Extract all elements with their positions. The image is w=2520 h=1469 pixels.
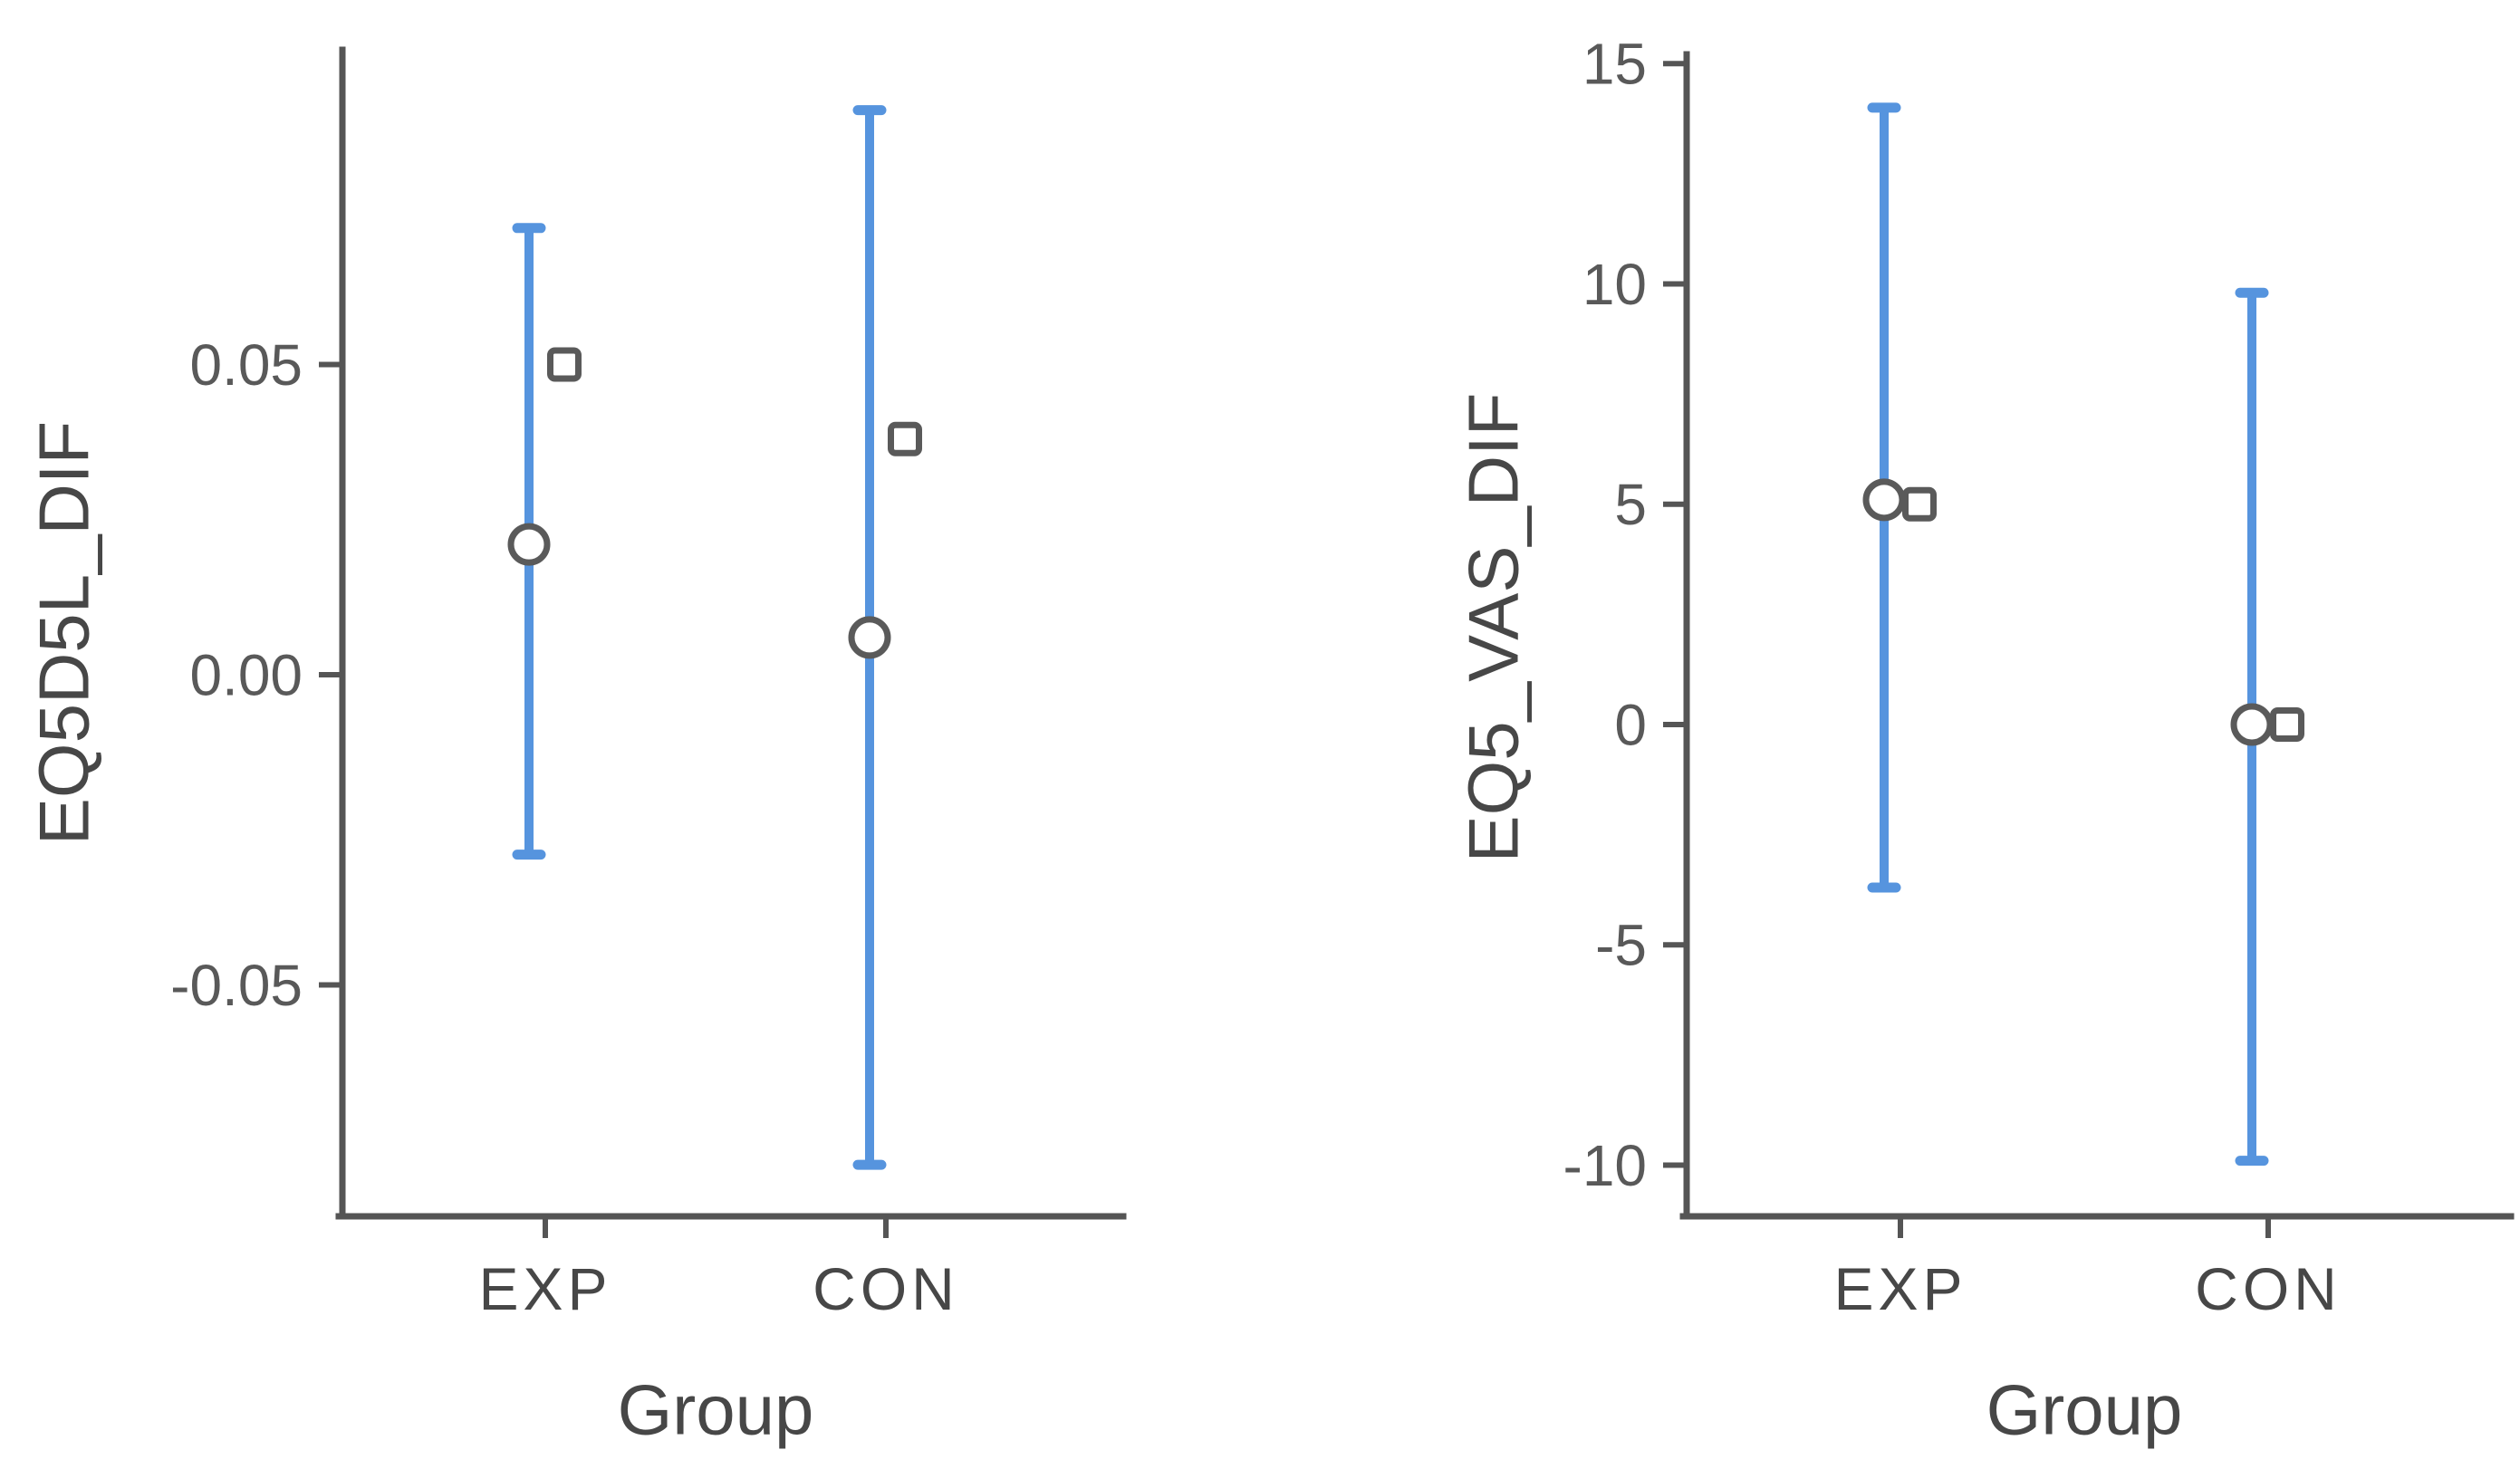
y-tick-label: 0.05 bbox=[189, 332, 303, 398]
mean-circle-marker-con bbox=[2230, 703, 2274, 746]
x-category-label-con: CON bbox=[813, 1255, 959, 1322]
y-tick-label: 15 bbox=[1582, 32, 1647, 97]
x-category-label-exp: EXP bbox=[1833, 1255, 1967, 1322]
y-tick-label: -5 bbox=[1595, 913, 1647, 978]
median-square-marker-exp bbox=[1902, 486, 1937, 522]
y-axis-title: EQ5_VAS_DIF bbox=[1453, 393, 1533, 863]
x-axis-title: Group bbox=[1986, 1369, 2183, 1449]
x-axis-title: Group bbox=[618, 1369, 814, 1449]
x-category-label-exp: EXP bbox=[478, 1255, 611, 1322]
y-tick-label: 0.00 bbox=[189, 642, 303, 707]
panel-left: 0.05 0.00 -0.05 EXP CON EQ5D5L_DIF Group bbox=[24, 46, 1127, 1449]
x-category-label-con: CON bbox=[2195, 1255, 2342, 1322]
panel-right: 15 10 5 0 -5 -10 EXP CON EQ5_VAS_DIF Group bbox=[1453, 32, 2515, 1449]
y-axis-title: EQ5D5L_DIF bbox=[24, 421, 103, 845]
median-square-marker-con bbox=[888, 421, 922, 456]
median-square-marker-exp bbox=[547, 347, 582, 382]
y-tick-label: 0 bbox=[1614, 692, 1647, 757]
y-tick-label: 5 bbox=[1614, 472, 1647, 537]
y-tick-label: 10 bbox=[1582, 252, 1647, 317]
mean-circle-marker-con bbox=[848, 616, 891, 659]
y-tick-label: -10 bbox=[1563, 1133, 1648, 1198]
median-square-marker-con bbox=[2270, 707, 2304, 742]
mean-circle-marker-exp bbox=[1862, 478, 1906, 522]
y-tick-label: -0.05 bbox=[170, 953, 303, 1018]
mean-circle-marker-exp bbox=[507, 523, 551, 566]
